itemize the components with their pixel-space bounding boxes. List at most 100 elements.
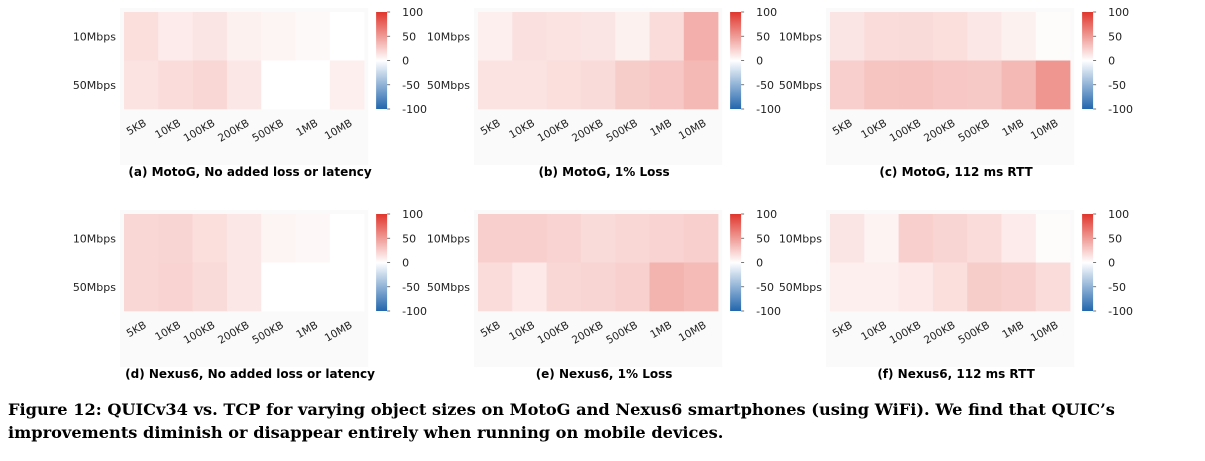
heatmap-cell [967,60,1002,110]
heatmap-cell [898,262,934,312]
heatmap-cell [683,12,719,61]
figure-caption: Figure 12: QUICv34 vs. TCP for varying o… [8,400,1115,442]
colorbar [376,12,388,109]
heatmap-cell [649,262,685,312]
colorbar-tick-label: 100 [1108,6,1129,19]
heatmap-cell [329,60,365,110]
heatmap-cell [478,12,513,61]
colorbar-tick-label: -100 [756,103,781,116]
heatmap-cell [898,214,934,263]
colorbar-tick-label: -100 [402,305,427,318]
colorbar-tick-label: -100 [1108,103,1133,116]
colorbar-tick-label: -50 [756,281,774,294]
heatmap-cell [830,214,865,263]
heatmap-cell [329,12,365,61]
heatmap-cell [546,262,582,312]
row-label: 50Mbps [73,281,116,294]
row-label: 10Mbps [73,30,116,43]
colorbar [1082,12,1094,109]
heatmap-cell [226,12,262,61]
heatmap-cell [649,12,685,61]
heatmap-cell [864,60,899,110]
heatmap-cell [261,60,296,110]
panel-caption: (b) MotoG, 1% Loss [538,165,669,179]
heatmap-cell [580,12,616,61]
heatmap-cell [295,262,331,312]
heatmap-cell [830,262,865,312]
colorbar-tick-label: 50 [1108,30,1122,43]
heatmap-cell [932,60,968,110]
heatmap-cell [1001,214,1037,263]
heatmap-cell [1035,214,1071,263]
heatmap-cell [1035,262,1071,312]
heatmap-cell [478,214,513,263]
colorbar-tick-label: -100 [402,103,427,116]
colorbar-tick-label: -100 [756,305,781,318]
heatmap-cell [158,262,193,312]
heatmap-cell [1035,60,1071,110]
colorbar [1082,214,1094,311]
heatmap-cell [192,12,228,61]
heatmap-cell [830,12,865,61]
heatmap-cell [615,262,650,312]
row-label: 10Mbps [779,232,822,245]
heatmap-cell [683,214,719,263]
colorbar-tick-label: 0 [1108,257,1115,270]
heatmap-cell [295,60,331,110]
colorbar-tick-label: 100 [402,6,423,19]
heatmap-cell [932,214,968,263]
colorbar-tick-label: -50 [1108,281,1126,294]
row-label: 10Mbps [427,30,470,43]
heatmap-cell [580,262,616,312]
heatmap-cell [830,60,865,110]
heatmap-cell [261,12,296,61]
colorbar [730,12,742,109]
heatmap-cell [192,214,228,263]
colorbar-tick-label: 100 [402,208,423,221]
row-label: 50Mbps [779,79,822,92]
heatmap-cell [546,214,582,263]
heatmap-cell [1001,12,1037,61]
heatmap-cell [158,60,193,110]
heatmap-cell [124,12,159,61]
heatmap-cell [478,60,513,110]
colorbar-tick-label: 50 [1108,232,1122,245]
heatmap-cell [226,262,262,312]
heatmap-cell [226,60,262,110]
heatmap-cell [192,60,228,110]
heatmap-cell [512,214,547,263]
heatmap-cell [546,60,582,110]
heatmap-cell [932,12,968,61]
colorbar [730,214,742,311]
colorbar-tick-label: 100 [756,6,777,19]
heatmap-cell [967,262,1002,312]
colorbar-tick-label: 50 [402,30,416,43]
heatmap-cell [295,12,331,61]
heatmap-cell [967,12,1002,61]
heatmap-cell [864,214,899,263]
colorbar-tick-label: -100 [1108,305,1133,318]
row-label: 50Mbps [427,281,470,294]
panel-caption: (e) Nexus6, 1% Loss [536,367,673,381]
heatmap-cell [649,214,685,263]
panel-caption: (c) MotoG, 112 ms RTT [879,165,1033,179]
colorbar-tick-label: 0 [756,55,763,68]
colorbar-tick-label: 100 [756,208,777,221]
heatmap-cell [512,12,547,61]
colorbar-tick-label: -50 [756,79,774,92]
heatmap-cell [329,262,365,312]
colorbar-tick-label: 50 [756,232,770,245]
heatmap-cell [615,214,650,263]
heatmap-cell [898,60,934,110]
row-label: 10Mbps [73,232,116,245]
heatmap-cell [967,214,1002,263]
row-label: 50Mbps [779,281,822,294]
heatmap-cell [615,60,650,110]
heatmap-cell [295,214,331,263]
heatmap-cell [124,214,159,263]
heatmap-cell [615,12,650,61]
